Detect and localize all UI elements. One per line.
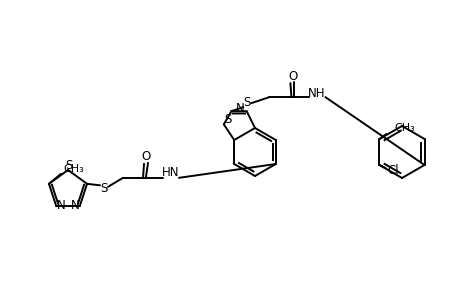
Text: S: S: [224, 113, 231, 126]
Text: S: S: [65, 158, 73, 172]
Text: HN: HN: [162, 166, 179, 179]
Text: NH: NH: [307, 87, 325, 100]
Text: CH₃: CH₃: [394, 123, 414, 133]
Text: N: N: [57, 199, 66, 212]
Text: N: N: [236, 102, 245, 115]
Text: Cl: Cl: [387, 164, 398, 176]
Text: O: O: [141, 150, 150, 163]
Text: S: S: [100, 182, 107, 195]
Text: O: O: [288, 70, 297, 83]
Text: N: N: [70, 199, 79, 212]
Text: CH₃: CH₃: [63, 164, 84, 174]
Text: S: S: [243, 96, 251, 109]
